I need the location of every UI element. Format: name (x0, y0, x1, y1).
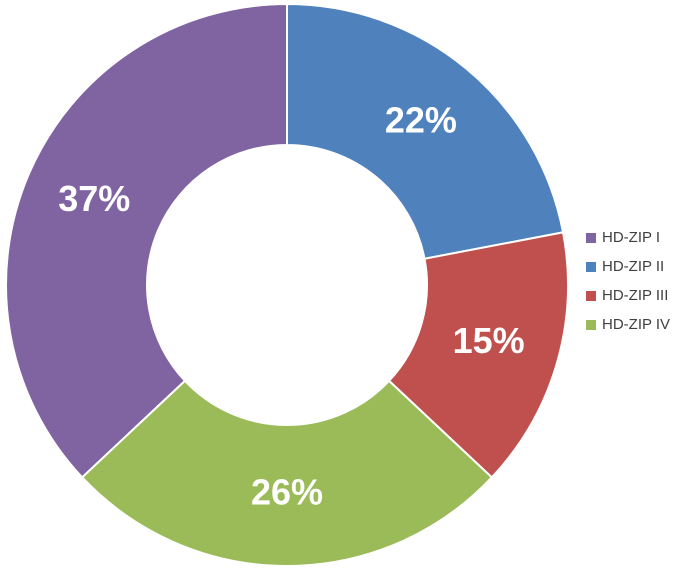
legend-label: HD-ZIP I (602, 229, 660, 246)
legend-label: HD-ZIP II (602, 258, 664, 275)
value-label: 26% (251, 472, 323, 513)
legend-label: HD-ZIP IV (602, 316, 670, 333)
legend-swatch (586, 233, 596, 243)
legend-label: HD-ZIP III (602, 287, 668, 304)
donut-slice (5, 2, 288, 479)
legend-swatch (586, 320, 596, 330)
value-label: 22% (385, 100, 457, 141)
legend-swatch (586, 262, 596, 272)
legend-swatch (586, 291, 596, 301)
donut-slice (286, 2, 565, 260)
value-label: 37% (58, 178, 130, 219)
value-label: 15% (453, 320, 525, 361)
donut-slice (387, 231, 569, 479)
donut-slice (80, 379, 494, 567)
